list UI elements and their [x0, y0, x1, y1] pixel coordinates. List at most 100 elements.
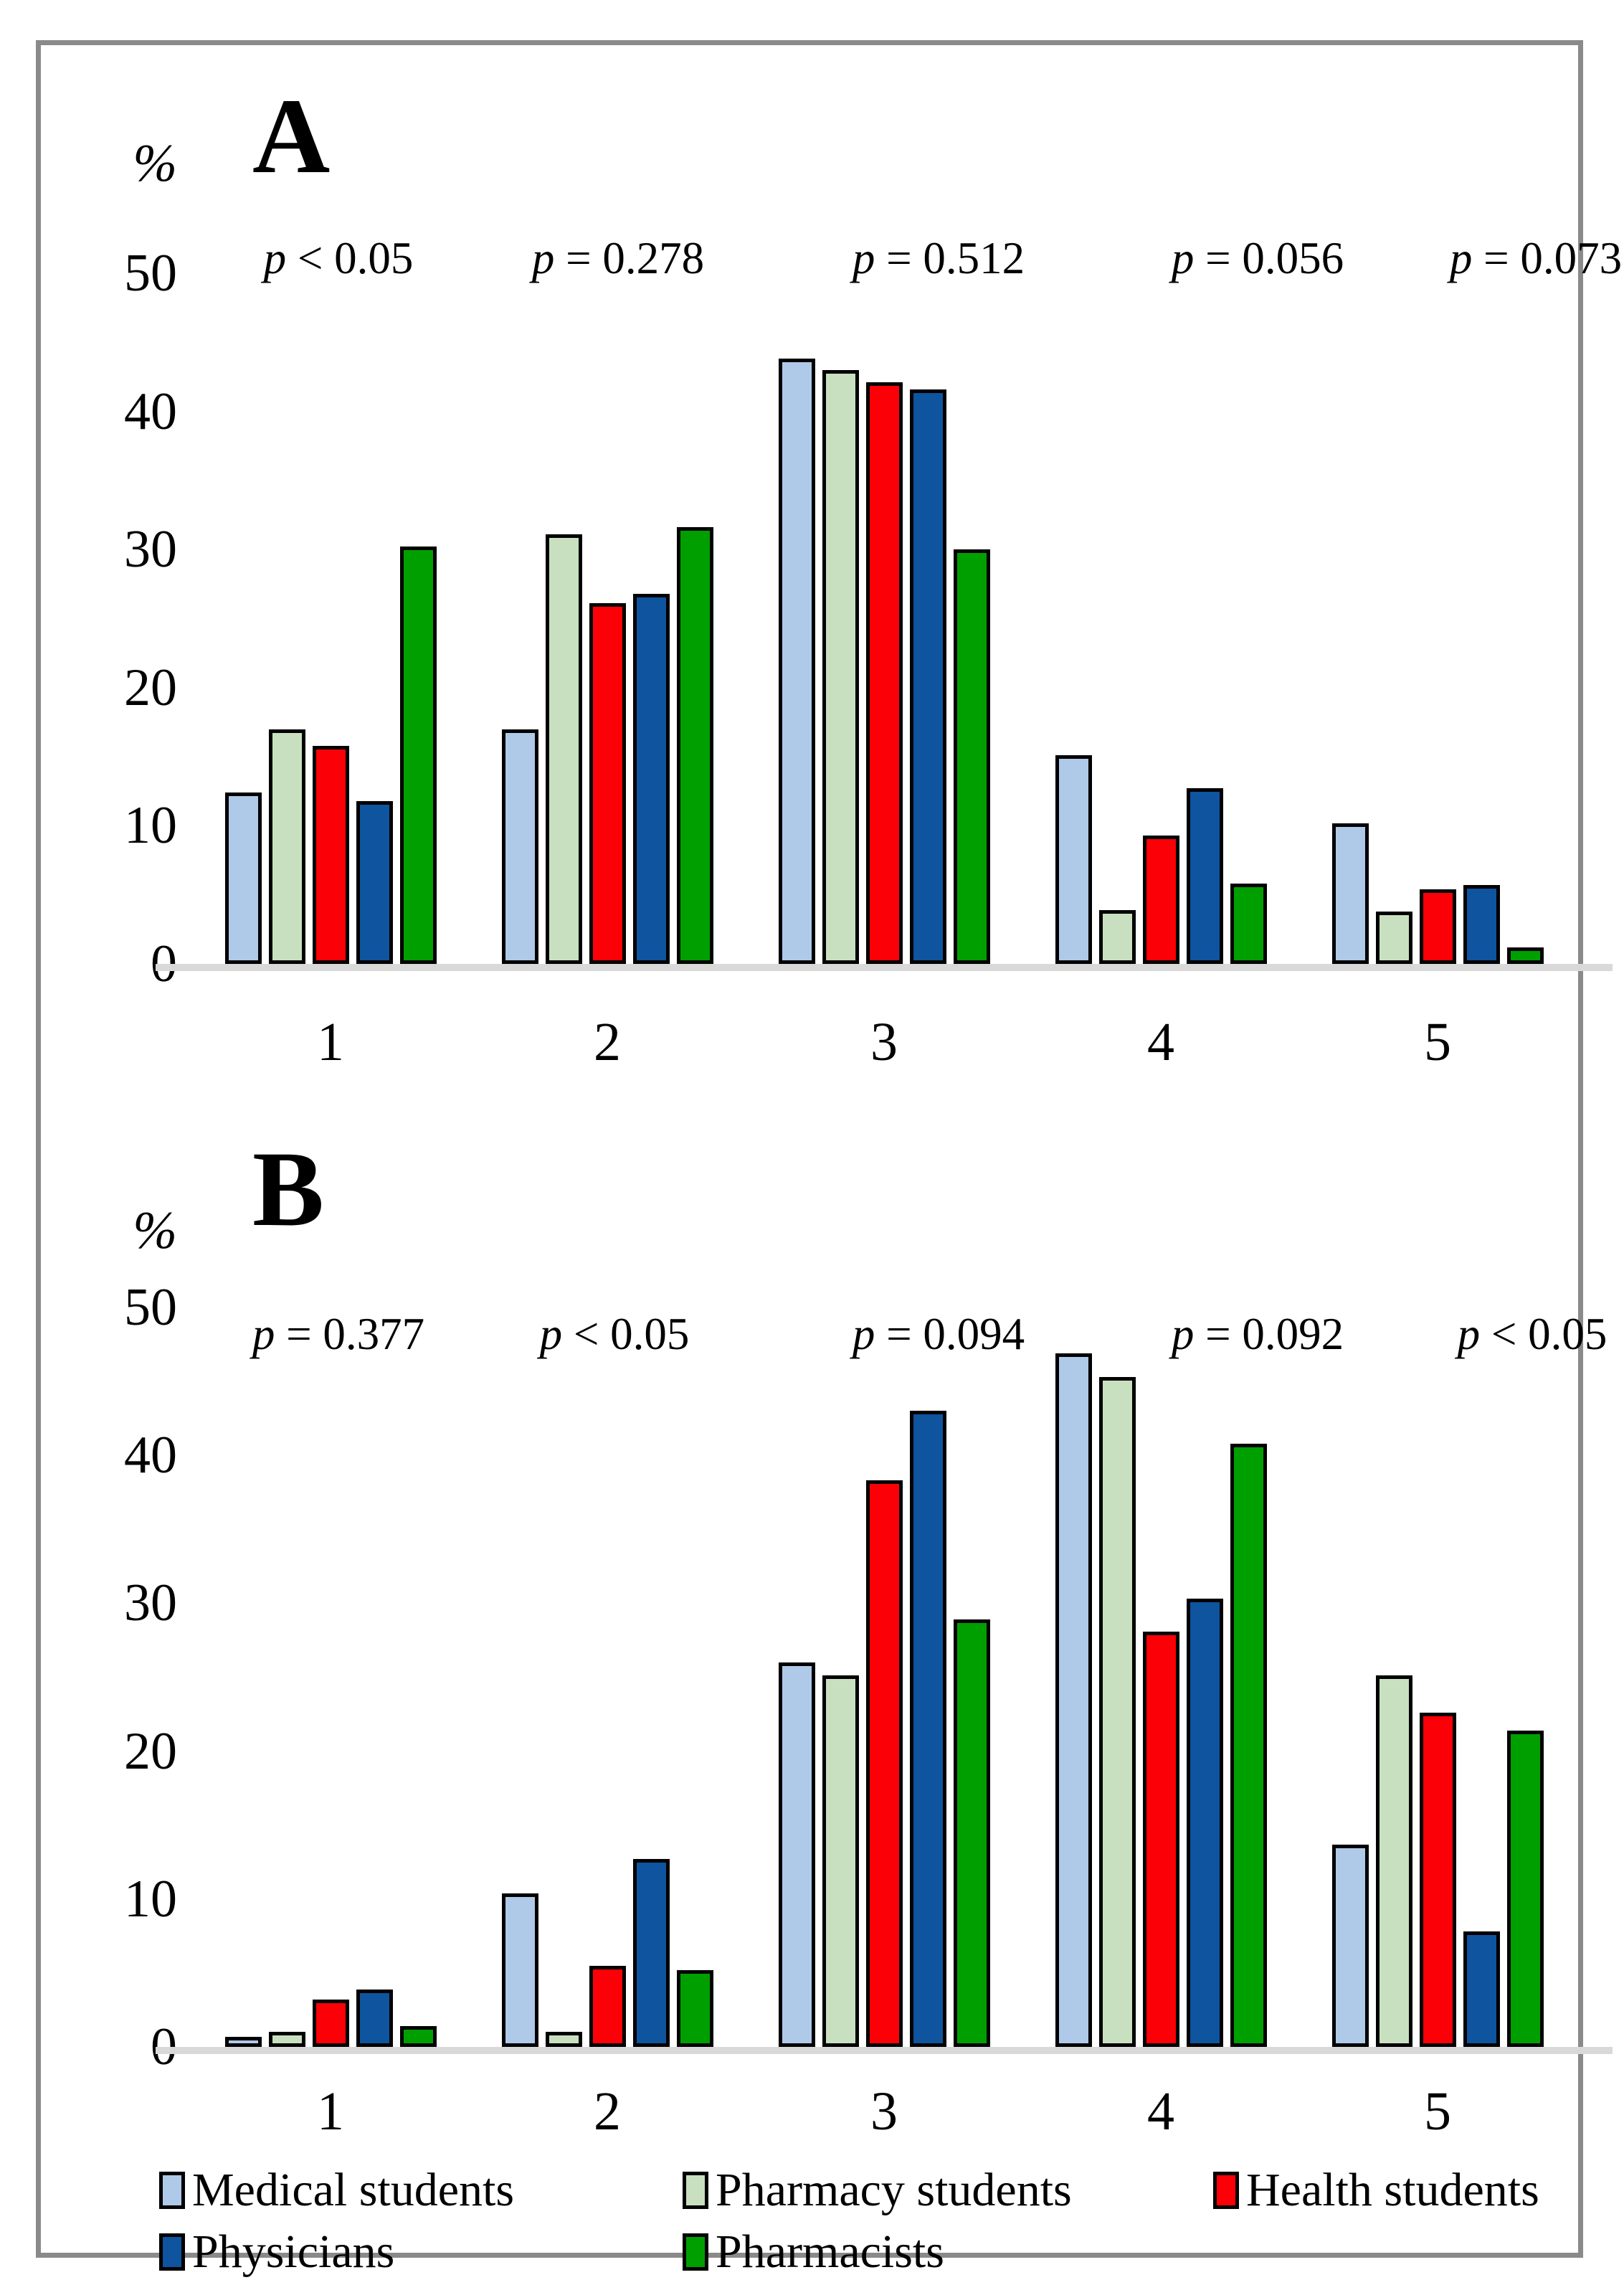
plot-area-b: [195, 1307, 1611, 2047]
bar-group-1: [225, 547, 437, 964]
bar-medical-students: [225, 793, 262, 964]
bar-health-students: [313, 2000, 349, 2047]
p-value-annotation: p = 0.073: [1449, 233, 1623, 283]
y-axis-unit: %: [133, 1201, 177, 1260]
bar-health-students: [1143, 835, 1179, 964]
x-category-label: 4: [1147, 1012, 1174, 1072]
legend-swatch-health-students: [1213, 2172, 1239, 2209]
bar-group-2: [502, 527, 713, 964]
bar-group-5: [1332, 823, 1544, 964]
bar-physicians: [633, 593, 670, 964]
bar-pharmacists: [1230, 884, 1267, 964]
bar-pharmacy-students: [1099, 909, 1136, 964]
x-category-label: 3: [870, 1012, 898, 1072]
bar-pharmacists: [1507, 1730, 1544, 2047]
p-value-annotation: p < 0.05: [539, 1309, 690, 1359]
y-tick-label: 20: [124, 658, 177, 717]
bar-medical-students: [502, 1893, 538, 2047]
y-tick-label: 40: [124, 1426, 177, 1485]
x-category-label: 1: [317, 1012, 344, 1072]
bar-pharmacy-students: [546, 534, 582, 964]
bar-medical-students: [1055, 1353, 1092, 2047]
x-category-label: 2: [594, 2081, 621, 2142]
legend-swatch-pharmacists: [683, 2233, 708, 2271]
bar-health-students: [589, 1965, 626, 2047]
bar-physicians: [910, 389, 946, 964]
bar-physicians: [356, 1989, 393, 2047]
legend-label: Pharmacists: [716, 2225, 944, 2278]
bar-physicians: [1463, 885, 1500, 964]
legend-label: Medical students: [192, 2164, 515, 2216]
bar-pharmacists: [954, 549, 990, 964]
bar-pharmacists: [954, 1619, 990, 2047]
bar-health-students: [1420, 889, 1456, 964]
bar-pharmacists: [400, 2026, 437, 2047]
y-tick-label: 50: [124, 1278, 177, 1337]
y-axis-unit: %: [133, 134, 177, 193]
bar-group-4: [1055, 755, 1267, 964]
bar-pharmacy-students: [269, 729, 305, 964]
y-tick-label: 30: [124, 1574, 177, 1633]
legend-label: Health students: [1246, 2164, 1539, 2216]
bar-pharmacy-students: [1376, 1675, 1412, 2047]
bar-health-students: [589, 603, 626, 964]
x-category-label: 2: [594, 1012, 621, 1072]
legend-item-health-students: Health students: [1213, 2167, 1539, 2214]
bar-pharmacists: [677, 527, 713, 964]
bar-medical-students: [1332, 823, 1369, 964]
bar-physicians: [633, 1859, 670, 2047]
bar-health-students: [866, 382, 903, 964]
x-category-label: 1: [317, 2081, 344, 2142]
x-category-label: 5: [1424, 2081, 1451, 2142]
legend-swatch-pharmacy-students: [683, 2172, 708, 2209]
bar-medical-students: [502, 729, 538, 964]
y-tick-label: 40: [124, 382, 177, 441]
bar-medical-students: [1055, 755, 1092, 964]
bar-pharmacy-students: [1099, 1376, 1136, 2047]
legend-item-medical-students: Medical students: [159, 2167, 514, 2214]
bar-pharmacy-students: [269, 2032, 305, 2047]
bar-medical-students: [225, 2036, 262, 2047]
legend-item-pharmacy-students: Pharmacy students: [683, 2167, 1072, 2214]
y-tick-label: 50: [124, 244, 177, 303]
bar-physicians: [910, 1411, 946, 2047]
bar-pharmacists: [677, 1969, 713, 2047]
p-value-annotation: p = 0.094: [852, 1309, 1025, 1359]
p-value-annotation: p = 0.056: [1171, 233, 1344, 283]
bar-group-2: [502, 1859, 713, 2047]
bar-group-5: [1332, 1675, 1544, 2047]
y-tick-label: 10: [124, 1869, 177, 1929]
bar-pharmacists: [400, 547, 437, 964]
bar-health-students: [1143, 1631, 1179, 2047]
bar-pharmacy-students: [546, 2032, 582, 2047]
bar-physicians: [356, 800, 393, 964]
bar-medical-students: [1332, 1844, 1369, 2047]
legend-item-physicians: Physicians: [159, 2228, 394, 2276]
bar-pharmacists: [1230, 1443, 1267, 2047]
bar-medical-students: [779, 359, 815, 964]
bar-health-students: [866, 1480, 903, 2047]
bar-pharmacy-students: [822, 369, 859, 964]
p-value-annotation: p = 0.377: [252, 1309, 425, 1359]
plot-area-a: [195, 273, 1611, 964]
panel-a-label: A: [252, 77, 331, 196]
x-axis-baseline: [156, 964, 1613, 971]
p-value-annotation: p < 0.05: [263, 233, 414, 283]
bar-physicians: [1187, 1599, 1223, 2047]
legend-swatch-medical-students: [159, 2172, 185, 2209]
y-tick-label: 10: [124, 796, 177, 856]
bar-health-students: [1420, 1713, 1456, 2047]
legend-swatch-physicians: [159, 2233, 185, 2271]
x-category-label: 5: [1424, 1012, 1451, 1072]
panel-b-label: B: [252, 1130, 325, 1249]
x-category-label: 4: [1147, 2081, 1174, 2142]
bar-medical-students: [779, 1662, 815, 2047]
x-category-label: 3: [870, 2081, 898, 2142]
y-tick-label: 30: [124, 520, 177, 579]
bar-group-3: [779, 1411, 990, 2047]
x-axis-baseline: [156, 2047, 1613, 2054]
bar-physicians: [1187, 788, 1223, 964]
bar-health-students: [313, 745, 349, 964]
